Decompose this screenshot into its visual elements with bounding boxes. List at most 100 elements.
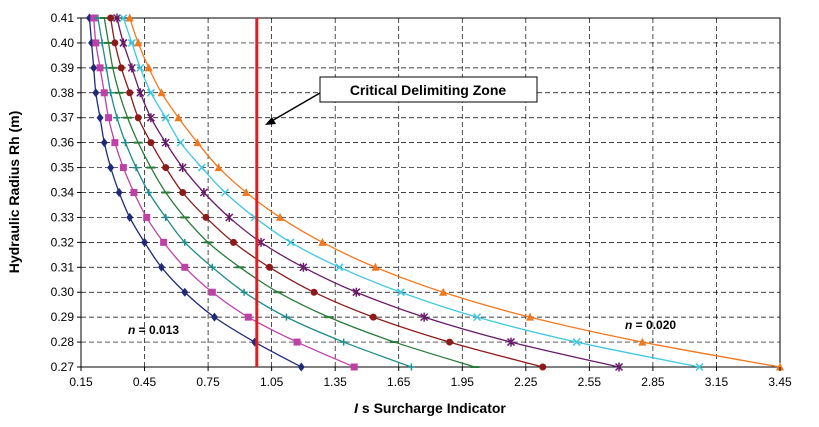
data-point [199,188,208,197]
data-point [90,63,98,73]
data-point [179,189,187,196]
data-point [147,139,155,147]
data-point [318,237,327,246]
data-point [96,113,104,123]
y-tick-label: 0.34 [51,186,75,200]
x-tick-label: 0.75 [196,375,220,389]
data-point [145,189,153,196]
data-point [127,63,136,73]
data-point [446,338,454,346]
data-point [369,313,377,321]
n-high-annotation: n = 0.020 [625,318,676,332]
data-point [111,139,119,147]
data-point [257,237,266,247]
data-point [100,138,108,148]
series-7 [119,13,704,372]
data-point [174,113,183,122]
data-point [100,89,108,97]
x-tick-label: 3.15 [705,375,729,389]
x-tick-label: 1.65 [387,375,411,389]
x-tick-label: 1.05 [260,375,284,389]
y-tick-label: 0.41 [51,11,75,25]
data-point [420,312,429,322]
callout-box [319,76,538,103]
data-point [141,237,149,247]
y-tick-label: 0.35 [51,161,75,175]
data-point [136,63,145,72]
data-point [136,88,145,98]
data-point [350,363,358,371]
x-tick-label: 0.15 [69,375,93,389]
grid-lines [81,18,780,367]
data-point [340,338,348,346]
series-1 [85,13,305,372]
y-tick-label: 0.36 [51,136,75,150]
series-5 [107,14,547,371]
data-point [240,288,248,296]
data-point [208,288,216,296]
data-point [251,337,259,347]
data-point [161,138,170,148]
x-axis-title: I s Surcharge Indicator [354,400,506,416]
x-tick-label: 2.85 [641,375,665,389]
data-point [92,88,100,98]
data-point [396,288,405,297]
data-point [130,189,138,196]
x-tick-label: 2.55 [578,375,602,389]
y-tick-label: 0.29 [51,310,75,324]
y-tick-label: 0.37 [51,111,75,125]
data-point [127,38,136,47]
data-point [160,238,168,246]
y-tick-label: 0.28 [51,335,75,349]
x-tick-label: 0.45 [133,375,157,389]
data-point [121,139,129,147]
data-point [119,13,128,23]
data-point [244,313,252,321]
data-point [230,238,238,246]
data-point [614,362,624,372]
x-tick-label: 1.35 [324,375,348,389]
data-point [107,163,115,173]
critical-zone-callout: Critical Delimiting Zone [265,76,538,125]
n-low-annotation: n = 0.013 [128,323,179,337]
data-point [146,88,155,97]
y-tick-label: 0.27 [51,360,75,374]
data-point [214,163,223,172]
y-tick-label: 0.40 [51,36,75,50]
y-tick-label: 0.31 [51,260,75,274]
series-layer [85,13,784,372]
y-tick-label: 0.33 [51,210,75,224]
data-point [181,238,189,246]
callout-arrow [269,92,321,123]
series-line [129,17,781,368]
data-point [439,287,448,296]
data-point [178,163,187,173]
data-point [225,212,234,222]
data-point [638,337,647,346]
data-point [473,313,482,322]
data-point [506,337,516,347]
data-point [181,287,189,297]
x-tick-label: 3.45 [768,375,792,389]
data-point [107,14,115,22]
data-point [266,263,274,271]
data-point [126,212,134,222]
data-point [352,287,361,297]
data-point [293,338,301,346]
data-point [371,262,380,271]
data-point [202,213,210,221]
data-point [115,188,123,197]
callout-label: Critical Delimiting Zone [350,82,507,98]
data-point [112,13,122,23]
data-point [134,38,143,47]
data-point [299,262,308,272]
data-point [162,164,170,172]
data-point [146,113,155,123]
x-tick-labels: 0.15 0.45 0.75 1.05 1.35 1.65 1.95 2.25 2.55 2.85… [69,367,792,389]
data-point [335,263,344,272]
data-point [526,312,535,321]
data-point [282,313,290,321]
y-tick-labels: 0.27 0.28 0.29 0.30 0.31 0.32 0.33 0.34 0.35 0.36… [51,11,81,374]
